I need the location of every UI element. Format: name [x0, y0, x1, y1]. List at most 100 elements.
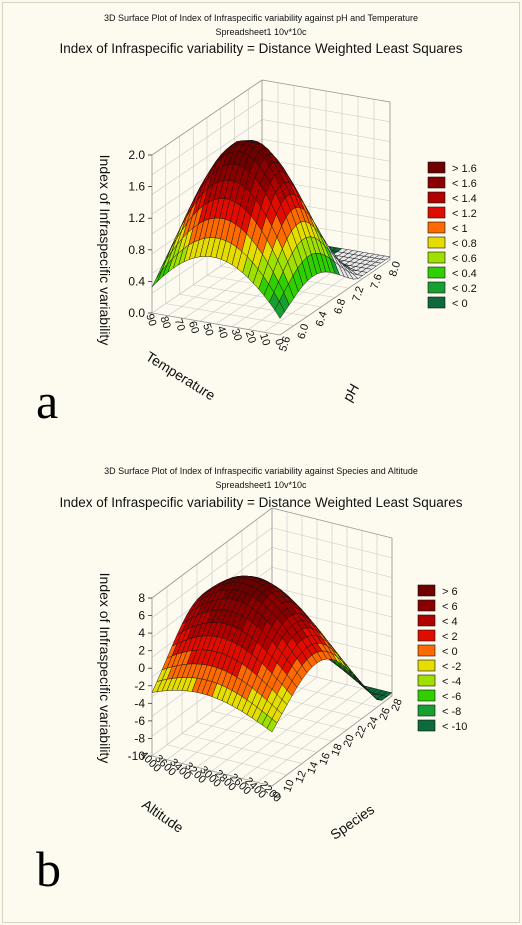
- surface-plot-a: 0.0 0.4 0.8 1.2 1.6 2.0 90 80 70 60 50 40 30 20 10 05.6…: [97, 79, 477, 405]
- legend-swatch: [427, 176, 446, 189]
- legend-swatch: [427, 251, 446, 264]
- x-tick-label: 40: [214, 325, 229, 340]
- x-axis-label: Temperature: [143, 348, 218, 403]
- surface-cell: [274, 300, 285, 319]
- x-tick-label: 30: [229, 327, 244, 342]
- x-tick-label: 0: [272, 337, 285, 347]
- y-tick-label: 8.0: [387, 260, 403, 278]
- y-tick-label: 24: [365, 715, 380, 731]
- legend-swatch: [417, 614, 436, 627]
- z-tick-label: -4: [134, 696, 145, 710]
- legend-label: < 2: [442, 631, 458, 643]
- wall-gridline: [271, 527, 393, 559]
- panel-letter: a: [36, 373, 59, 429]
- z-tick-label: 0.4: [128, 274, 145, 288]
- z-tick-label: -10: [128, 749, 146, 763]
- surface-plot-b: -10-8-6-4-202468400036003400320030002800…: [97, 507, 467, 843]
- y-tick-label: 7.2: [350, 285, 366, 303]
- legend-swatch: [417, 584, 436, 597]
- y-tick-label: 0: [270, 790, 283, 800]
- z-axis-label: Index of Infraspecific variability: [97, 573, 113, 764]
- legend-label: < -10: [442, 721, 467, 733]
- z-tick-label: 1.6: [128, 180, 145, 194]
- y-tick-label: 6.0: [295, 322, 311, 340]
- legend-label: < 1: [452, 223, 468, 235]
- z-tick-label: -2: [134, 679, 145, 693]
- x-tick-label: 80: [157, 315, 172, 330]
- x-tick-label: 50: [200, 322, 215, 337]
- y-tick-label: 7.6: [369, 272, 385, 290]
- y-tick-label: 22: [353, 724, 368, 740]
- z-tick-label: -6: [134, 714, 145, 728]
- legend-label: < 1.2: [452, 208, 477, 220]
- wall-gridline: [271, 586, 393, 618]
- y-tick-label: 26: [377, 706, 392, 722]
- legend-swatch: [417, 599, 436, 612]
- legend-swatch: [427, 191, 446, 204]
- z-axis-label: Index of Infraspecific variability: [97, 155, 113, 346]
- y-tick-label: 10: [281, 778, 296, 794]
- legend-label: < 0: [452, 298, 468, 310]
- legend-swatch: [427, 206, 446, 219]
- y-tick-label: 12: [293, 769, 308, 785]
- legend-label: < 4: [442, 616, 458, 628]
- z-tick-label: 2: [138, 644, 145, 658]
- plot-box-edge: [271, 695, 393, 787]
- x-tick-label: 70: [172, 317, 187, 332]
- legend-label: < -2: [442, 661, 461, 673]
- legend-swatch: [417, 644, 436, 657]
- z-tick-label: 6: [138, 609, 145, 623]
- legend-swatch: [427, 281, 446, 294]
- legend-label: < 0.4: [452, 268, 477, 280]
- fit-label: Index of Infraspecific variability = Dis…: [59, 41, 463, 56]
- chart-subtitle: Spreadsheet1 10v*10c: [215, 27, 307, 37]
- legend-label: < -8: [442, 706, 461, 718]
- plot-box-edge: [151, 79, 263, 156]
- plot-box-edge: [151, 507, 273, 599]
- z-tick-label: 0.8: [128, 243, 145, 257]
- wall-gridline: [261, 119, 391, 142]
- y-tick-label: 6.4: [314, 310, 330, 328]
- legend-label: < -6: [442, 691, 461, 703]
- x-tick-label: 90: [143, 312, 158, 327]
- legend-swatch: [417, 674, 436, 687]
- y-tick-label: 28: [389, 697, 404, 713]
- wall-gridline: [261, 99, 391, 123]
- wall-gridline: [261, 138, 391, 162]
- legend-swatch: [417, 629, 436, 642]
- legend-label: < 1.6: [452, 178, 477, 190]
- plot-box-edge: [279, 259, 391, 336]
- plot-box-edge: [261, 79, 391, 103]
- legend-label: < 1.4: [452, 193, 477, 205]
- legend-label: < 0.2: [452, 283, 477, 295]
- legend-label: < -4: [442, 676, 461, 688]
- wall-gridline: [151, 99, 263, 175]
- legend-swatch: [427, 161, 446, 174]
- legend-label: < 0.6: [452, 253, 477, 265]
- z-tick-label: 2.0: [128, 148, 145, 162]
- z-tick-label: -8: [134, 731, 145, 745]
- z-tick-label: 4: [138, 626, 145, 640]
- y-tick-label: 5.6: [277, 335, 293, 353]
- y-axis-label: pH: [339, 381, 362, 405]
- wall-gridline: [271, 547, 393, 578]
- legend-swatch: [427, 266, 446, 279]
- y-tick-label: 6.8: [332, 297, 348, 315]
- x-axis-label: Altitude: [139, 796, 187, 836]
- legend-swatch: [417, 689, 436, 702]
- wall-gridline: [151, 527, 273, 618]
- legend-label: < 6: [442, 601, 458, 613]
- x-tick-label: 60: [186, 320, 201, 335]
- chart-title: 3D Surface Plot of Index of Infraspecifi…: [104, 466, 418, 476]
- wall-gridline: [271, 566, 393, 598]
- wall-gridline: [261, 158, 391, 182]
- z-tick-label: 8: [138, 591, 145, 605]
- floor-gridline: [226, 684, 348, 775]
- y-tick-label: 18: [329, 742, 344, 758]
- plot-box-edge: [151, 755, 273, 787]
- wall-gridline: [151, 119, 263, 195]
- y-tick-label: 14: [305, 760, 320, 776]
- y-axis-label: Species: [327, 801, 377, 843]
- surface-cell: [266, 718, 278, 733]
- z-tick-label: 0.0: [128, 306, 145, 320]
